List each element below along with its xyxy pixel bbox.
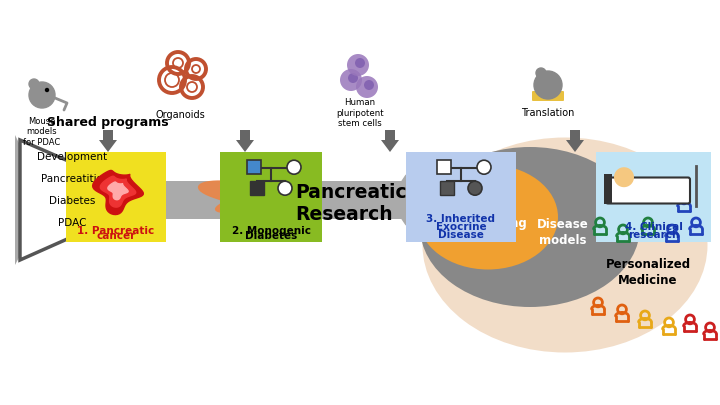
Polygon shape	[20, 140, 128, 260]
FancyArrow shape	[566, 130, 584, 152]
Circle shape	[364, 80, 374, 90]
FancyBboxPatch shape	[220, 152, 322, 242]
Circle shape	[397, 162, 473, 238]
Text: Pancreatitis: Pancreatitis	[42, 174, 102, 184]
Polygon shape	[120, 183, 130, 217]
FancyBboxPatch shape	[406, 152, 516, 242]
Polygon shape	[15, 175, 30, 227]
Circle shape	[348, 73, 358, 83]
Text: research: research	[628, 230, 679, 240]
Text: 1. Pancreatic: 1. Pancreatic	[77, 226, 155, 236]
FancyBboxPatch shape	[116, 181, 434, 219]
Ellipse shape	[418, 164, 558, 269]
Text: Diabetes: Diabetes	[245, 231, 297, 241]
Text: Translation: Translation	[521, 108, 575, 118]
FancyBboxPatch shape	[66, 152, 166, 242]
Text: Pancreatic
Research: Pancreatic Research	[295, 183, 407, 224]
Circle shape	[534, 71, 562, 99]
Text: 3. Inherited: 3. Inherited	[426, 214, 495, 224]
Bar	[250, 181, 264, 195]
Text: cancer: cancer	[96, 231, 135, 241]
Circle shape	[347, 54, 369, 76]
Circle shape	[413, 178, 457, 222]
Text: Disease
models: Disease models	[537, 219, 589, 247]
Text: Exocrine: Exocrine	[436, 222, 486, 232]
Bar	[604, 174, 612, 204]
Ellipse shape	[423, 138, 708, 352]
FancyArrow shape	[381, 130, 399, 152]
Polygon shape	[108, 182, 128, 200]
Polygon shape	[199, 177, 312, 230]
Text: Personalized
Medicine: Personalized Medicine	[606, 258, 690, 288]
Polygon shape	[93, 171, 143, 215]
Circle shape	[287, 160, 301, 174]
Text: PDAC: PDAC	[58, 218, 86, 228]
Circle shape	[614, 167, 634, 187]
Circle shape	[340, 69, 362, 91]
FancyBboxPatch shape	[532, 91, 564, 101]
Text: Human
pluripotent
stem cells: Human pluripotent stem cells	[336, 98, 384, 128]
Circle shape	[278, 181, 292, 195]
FancyArrow shape	[99, 130, 117, 152]
FancyBboxPatch shape	[606, 177, 690, 203]
Circle shape	[355, 58, 365, 68]
Text: 4. Clinical: 4. Clinical	[624, 222, 683, 232]
Circle shape	[29, 79, 39, 89]
FancyArrow shape	[236, 130, 254, 152]
Circle shape	[536, 68, 546, 78]
Circle shape	[356, 76, 378, 98]
Text: Diabetes: Diabetes	[49, 196, 95, 206]
Bar	[437, 160, 451, 174]
Polygon shape	[15, 217, 130, 265]
Text: 2. Monogenic: 2. Monogenic	[232, 226, 310, 236]
Ellipse shape	[420, 147, 640, 307]
Circle shape	[477, 160, 491, 174]
Bar	[247, 160, 261, 174]
Bar	[440, 181, 454, 195]
Polygon shape	[100, 176, 135, 207]
Text: Shared programs: Shared programs	[48, 116, 168, 129]
Circle shape	[29, 82, 55, 108]
Text: Organoids: Organoids	[155, 110, 205, 120]
Polygon shape	[15, 135, 130, 185]
Circle shape	[45, 89, 48, 92]
Circle shape	[468, 181, 482, 195]
Text: Disease: Disease	[438, 230, 484, 240]
FancyBboxPatch shape	[596, 152, 711, 242]
Text: Mouse
models
for PDAC: Mouse models for PDAC	[23, 117, 60, 147]
Text: Tissue
Engineering: Tissue Engineering	[448, 200, 528, 230]
Text: Development: Development	[37, 152, 107, 162]
